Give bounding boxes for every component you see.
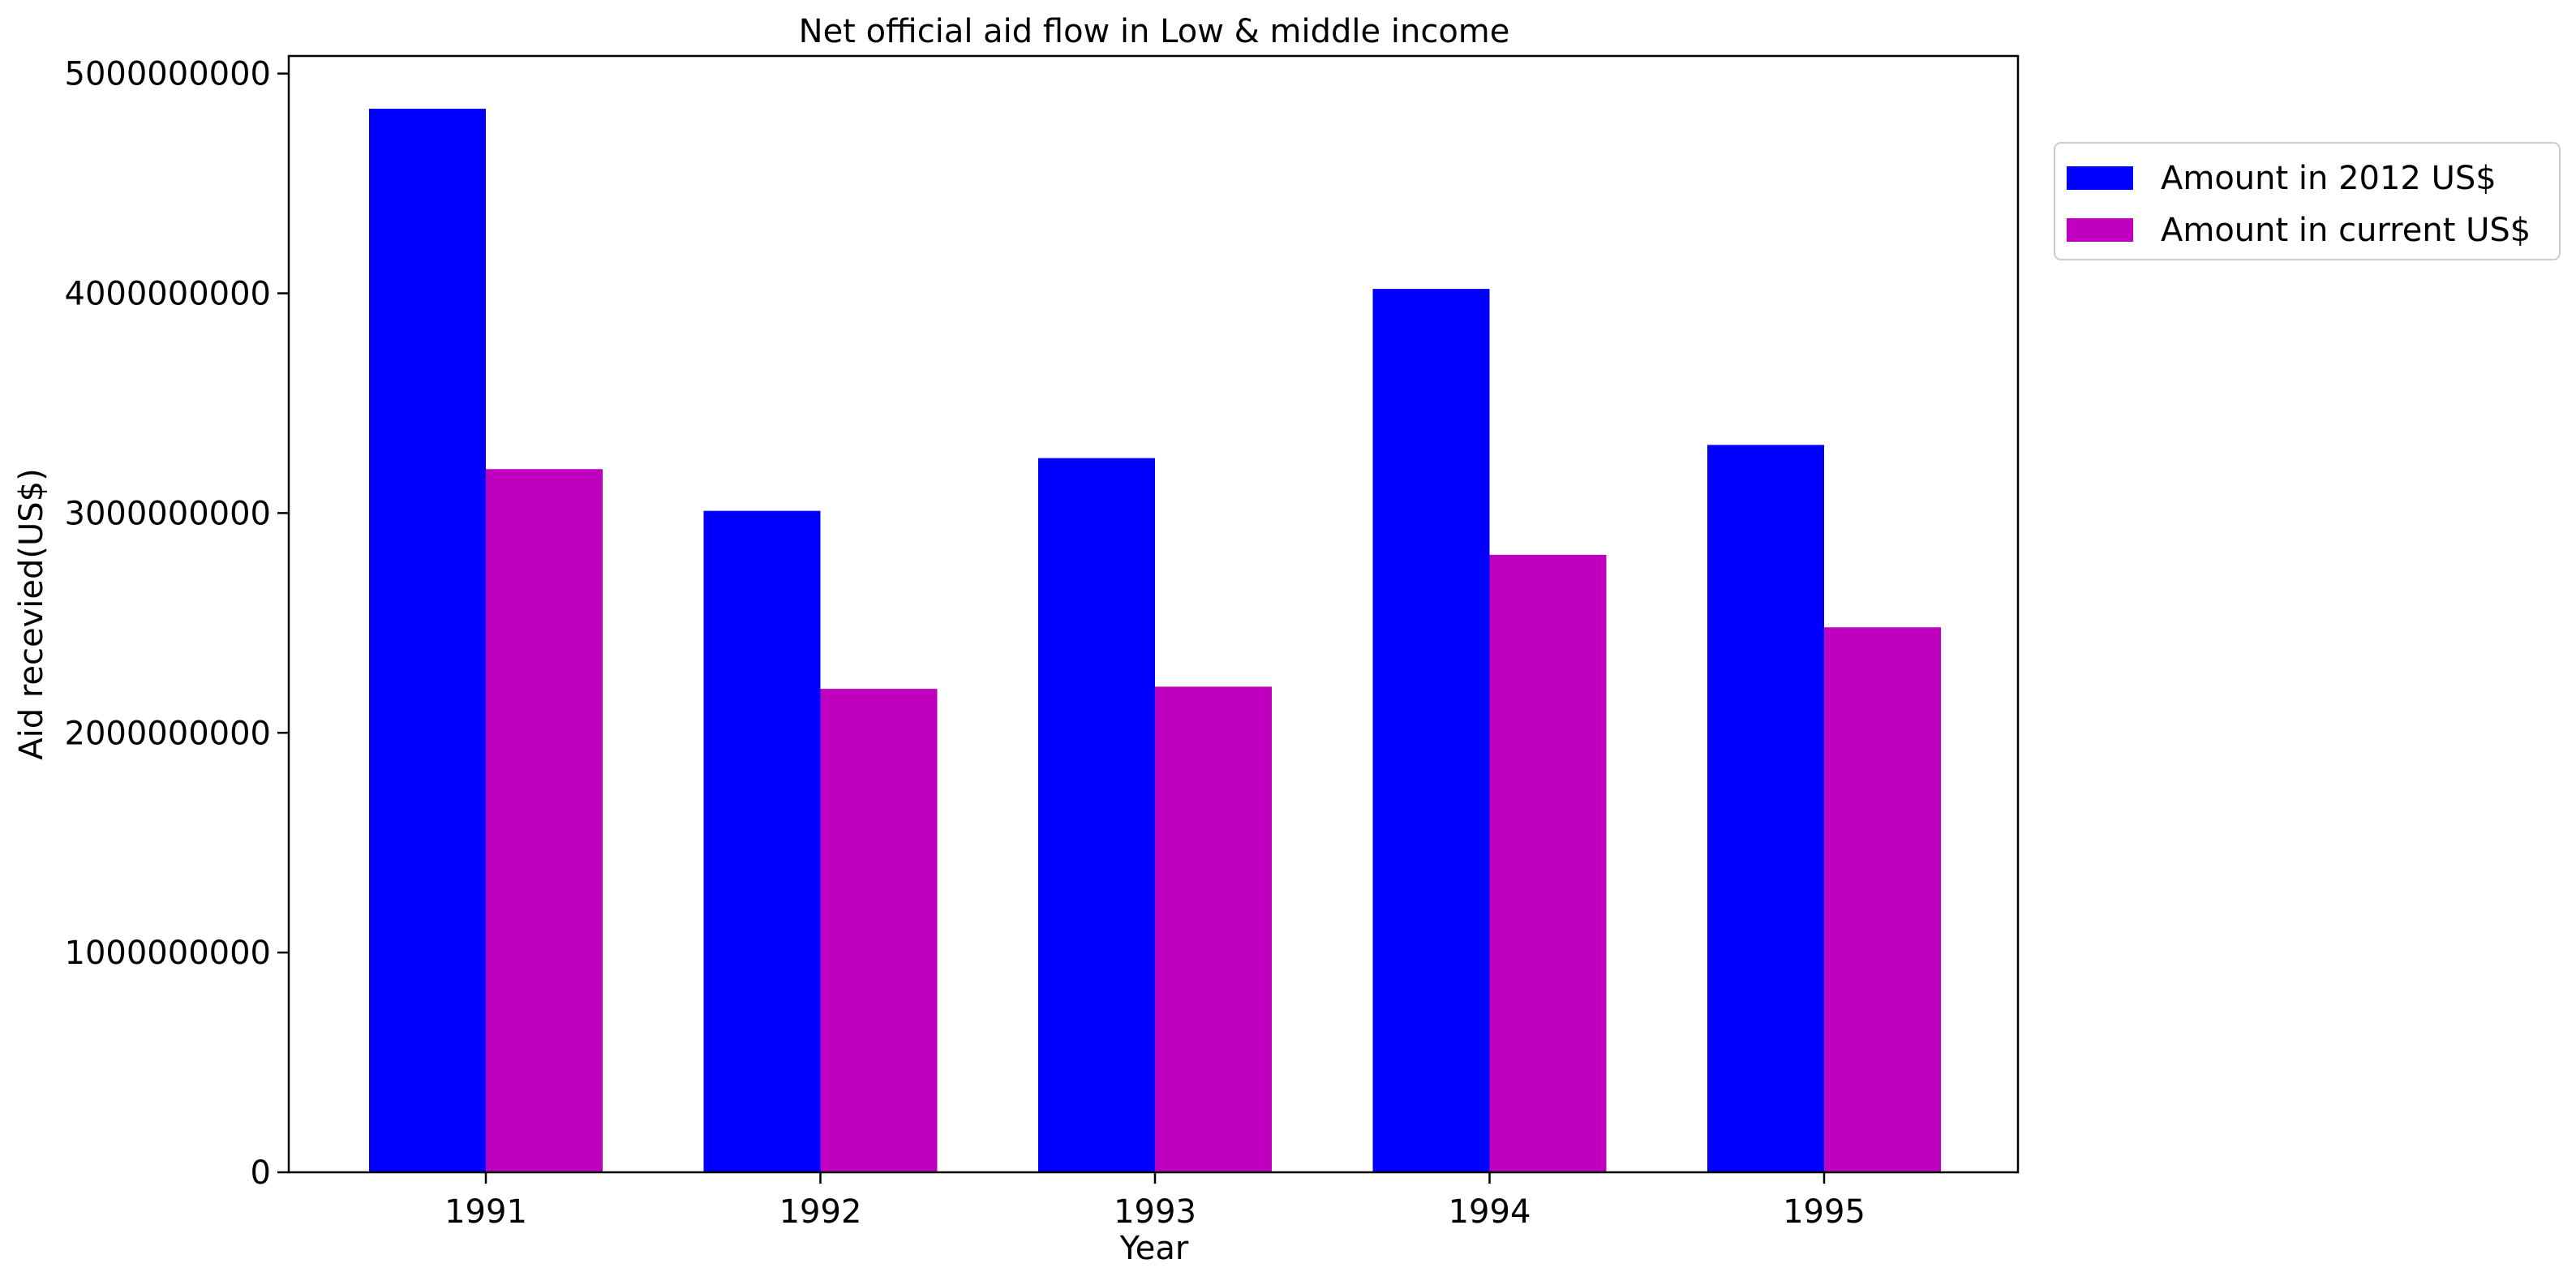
y-tick-label: 3000000000: [65, 495, 272, 532]
y-tick-label: 1000000000: [65, 935, 272, 972]
x-tick-label: 1992: [779, 1193, 862, 1231]
x-tick-label: 1995: [1783, 1193, 1865, 1231]
x-axis-label: Year: [1119, 1230, 1189, 1267]
bar-series-1-1995: [1707, 445, 1824, 1172]
legend-items: Amount in 2012 US$ Amount in current US$: [2067, 160, 2531, 249]
legend-box: [2054, 142, 2561, 260]
y-tick-label: 5000000000: [65, 56, 272, 93]
x-tick-label: 1991: [444, 1193, 527, 1231]
bar-series-1-1991: [369, 109, 486, 1173]
bar-series-1-1993: [1038, 458, 1155, 1172]
legend-swatch-2: [2067, 218, 2133, 242]
chart-title: Net official aid flow in Low & middle in…: [799, 13, 1510, 50]
y-tick-label: 4000000000: [65, 276, 272, 313]
legend-label-2: Amount in current US$: [2161, 212, 2531, 249]
axes-frame: [287, 54, 2020, 1174]
y-axis-label: Aid recevied(US$): [13, 468, 50, 759]
bar-series-1-1994: [1372, 289, 1490, 1172]
bars-layer: [369, 109, 1941, 1173]
bar-series-2-1994: [1489, 554, 1607, 1172]
x-tick-label: 1993: [1114, 1193, 1196, 1231]
legend-label-1: Amount in 2012 US$: [2161, 160, 2497, 197]
x-axis: 1991 1992 1993 1994 1995: [444, 1172, 1865, 1231]
legend-swatch-1: [2067, 166, 2133, 190]
x-tick-label: 1994: [1449, 1193, 1531, 1231]
bar-series-2-1992: [820, 689, 938, 1172]
bar-series-2-1995: [1824, 627, 1941, 1172]
bar-series-2-1991: [486, 469, 603, 1172]
y-tick-label: 2000000000: [65, 715, 272, 752]
legend: Amount in 2012 US$ Amount in current US$: [2054, 142, 2561, 260]
y-axis: 0 1000000000 2000000000 3000000000 400000000…: [65, 56, 289, 1192]
y-tick-label: 0: [251, 1154, 271, 1192]
bar-series-1-1992: [703, 510, 821, 1172]
bar-series-2-1993: [1155, 686, 1272, 1172]
